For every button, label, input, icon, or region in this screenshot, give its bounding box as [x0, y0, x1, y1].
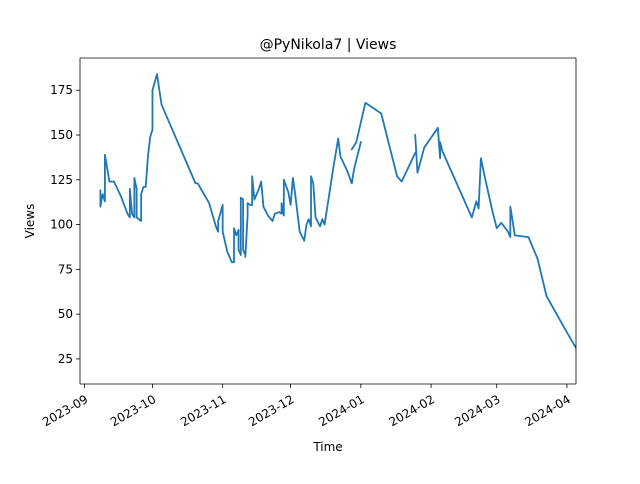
chart-title: @PyNikola7 | Views [260, 37, 397, 53]
y-tick-label: 100 [50, 218, 73, 232]
y-tick-label: 50 [58, 307, 73, 321]
x-axis-label: Time [312, 440, 342, 454]
y-tick-label: 175 [50, 83, 73, 97]
y-tick-label: 25 [58, 352, 73, 366]
series-line-segment-3 [414, 126, 576, 350]
series-line-segment-2 [350, 101, 417, 183]
y-axis-ticks: 25 50 75 100 125 150 175 [50, 83, 80, 366]
series-group [99, 73, 576, 350]
y-axis-label: Views [23, 204, 37, 239]
axes-frame [79, 57, 577, 385]
series-line-segment-1 [99, 73, 362, 264]
y-tick-label: 150 [50, 128, 73, 142]
plot-area [80, 58, 576, 384]
y-tick-label: 75 [58, 262, 73, 276]
y-tick-label: 125 [50, 173, 73, 187]
